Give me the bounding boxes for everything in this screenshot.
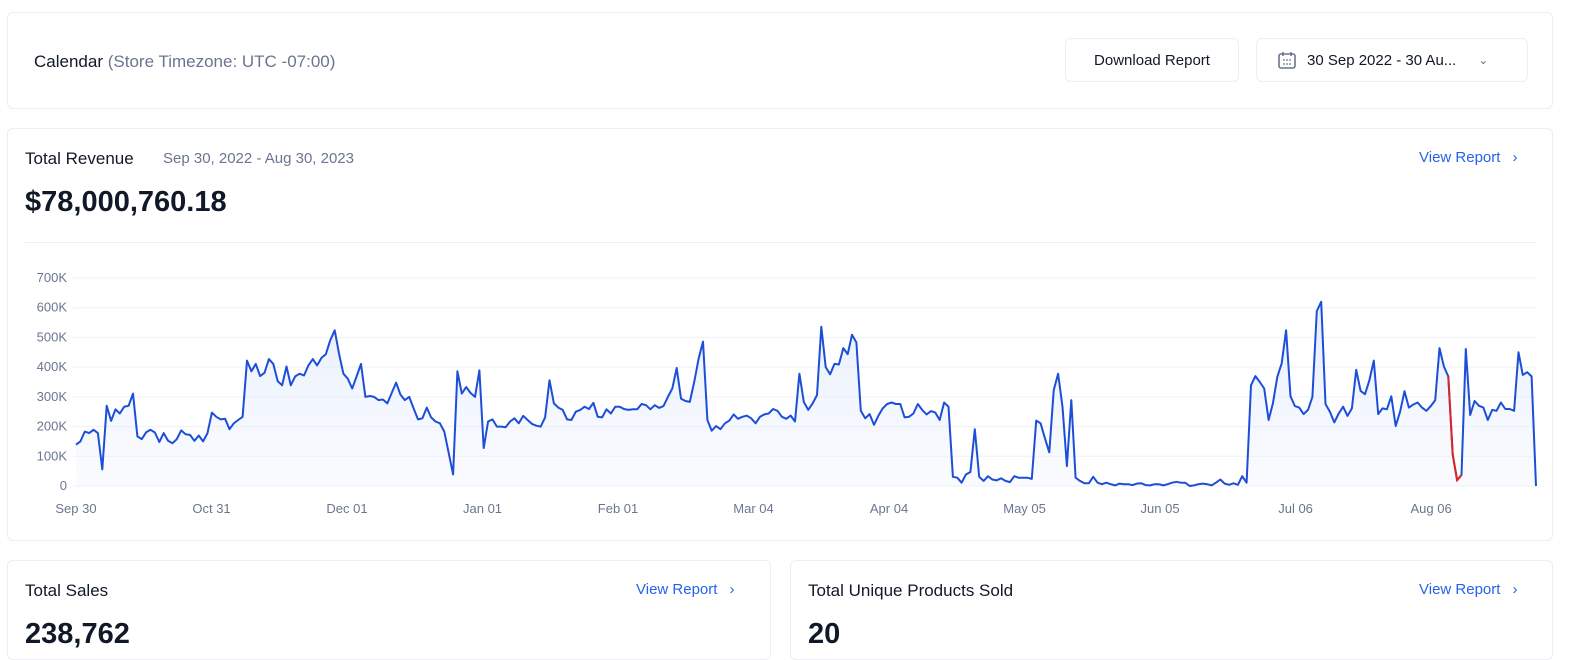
chevron-right-icon: › xyxy=(1512,581,1518,598)
total-revenue-period: Sep 30, 2022 - Aug 30, 2023 xyxy=(163,150,354,167)
y-tick-label: 300K xyxy=(37,389,68,404)
x-tick-label: Mar 04 xyxy=(733,501,773,516)
total-sales-title: Total Sales xyxy=(25,581,109,600)
x-tick-label: Dec 01 xyxy=(326,501,367,516)
x-tick-label: Sep 30 xyxy=(55,501,96,516)
date-range-value: 30 Sep 2022 - 30 Au... xyxy=(1307,51,1457,69)
x-tick-label: Oct 31 xyxy=(192,501,230,516)
y-tick-label: 400K xyxy=(37,359,68,374)
x-tick-label: May 05 xyxy=(1003,501,1046,516)
revenue-chart: 0 100K 200K 300K 400K 500K 600K 700K Sep 30 Oct 3… xyxy=(37,270,1537,516)
revenue-area xyxy=(76,301,1536,486)
x-tick-label: Jan 01 xyxy=(463,501,502,516)
total-sales-value: 238,762 xyxy=(25,618,130,650)
y-tick-label: 500K xyxy=(37,329,68,344)
y-tick-label: 0 xyxy=(60,478,67,493)
y-tick-label: 200K xyxy=(37,419,68,434)
view-report-label: View Report xyxy=(1419,149,1501,166)
view-report-link[interactable]: View Report › xyxy=(636,581,734,598)
calendar-header-card: Calendar (Store Timezone: UTC -07:00) Do… xyxy=(7,12,1553,109)
x-tick-label: Aug 06 xyxy=(1410,501,1451,516)
date-range-picker[interactable]: 30 Sep 2022 - 30 Au... ⌄ xyxy=(1256,38,1528,82)
x-tick-label: Jun 05 xyxy=(1141,501,1180,516)
view-report-label: View Report xyxy=(1419,581,1501,598)
total-unique-products-title: Total Unique Products Sold xyxy=(808,581,1014,600)
divider xyxy=(25,242,1536,243)
revenue-line-highlight xyxy=(1447,376,1463,483)
view-report-label: View Report xyxy=(636,581,718,598)
download-report-button[interactable]: Download Report xyxy=(1065,38,1239,82)
total-revenue-value: $78,000,760.18 xyxy=(25,186,227,218)
view-report-link[interactable]: View Report › xyxy=(1419,149,1517,166)
total-unique-products-card: Total Unique Products Sold View Report › … xyxy=(790,560,1553,660)
y-tick-label: 700K xyxy=(37,270,68,285)
chevron-down-icon: ⌄ xyxy=(1478,53,1489,67)
y-tick-label: 100K xyxy=(37,448,68,463)
revenue-line xyxy=(75,300,1537,487)
chevron-right-icon: › xyxy=(1512,149,1518,166)
total-revenue-title: Total Revenue xyxy=(25,149,134,168)
view-report-link[interactable]: View Report › xyxy=(1419,581,1517,598)
x-tick-label: Apr 04 xyxy=(870,501,908,516)
download-report-label: Download Report xyxy=(1094,51,1210,69)
total-unique-products-value: 20 xyxy=(808,618,841,650)
y-tick-label: 600K xyxy=(37,300,68,315)
calendar-title: Calendar (Store Timezone: UTC -07:00) xyxy=(34,52,335,72)
x-tick-label: Feb 01 xyxy=(598,501,638,516)
x-tick-label: Jul 06 xyxy=(1278,501,1313,516)
store-timezone: (Store Timezone: UTC -07:00) xyxy=(107,52,336,71)
chevron-right-icon: › xyxy=(729,581,735,598)
calendar-icon xyxy=(1278,52,1296,69)
total-revenue-card: Total Revenue Sep 30, 2022 - Aug 30, 202… xyxy=(7,128,1553,541)
total-sales-card: Total Sales View Report › 238,762 xyxy=(7,560,771,660)
calendar-label: Calendar xyxy=(34,52,103,71)
